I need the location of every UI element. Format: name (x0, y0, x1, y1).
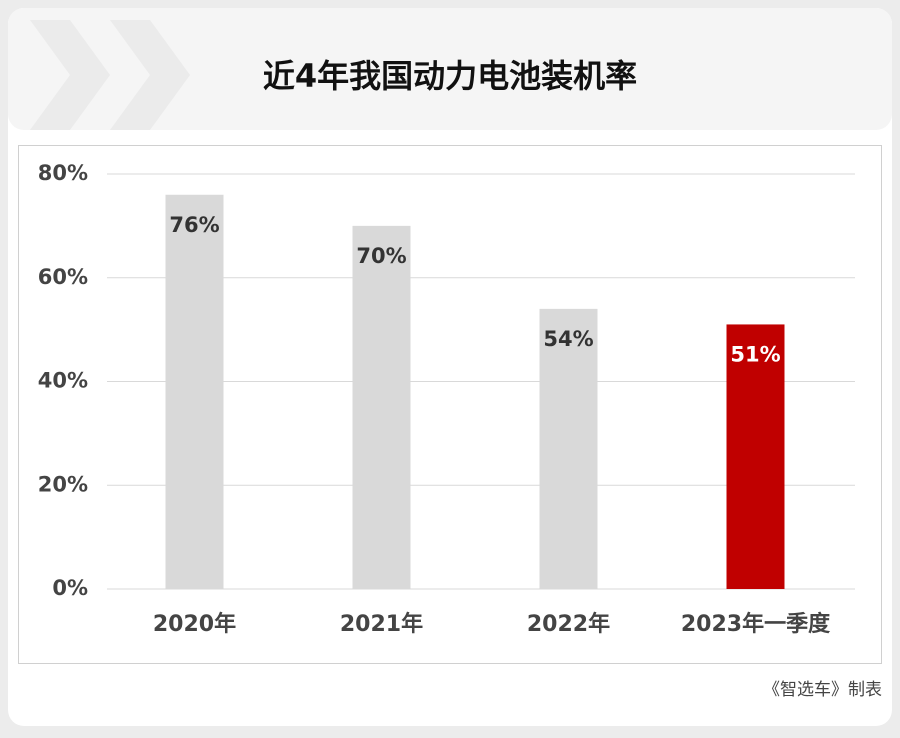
bar (352, 225, 411, 589)
source-note: 《智选车》制表 (763, 680, 882, 700)
x-tick-label: 2020年 (153, 611, 236, 637)
bar (726, 324, 785, 589)
x-tick-label: 2022年 (527, 611, 610, 637)
value-label: 51% (730, 342, 780, 366)
value-label: 76% (169, 213, 219, 237)
y-tick-label: 80% (38, 161, 88, 185)
plot-frame (18, 145, 882, 664)
card (8, 8, 892, 726)
header-decoration (30, 20, 190, 130)
value-label: 70% (356, 244, 406, 268)
y-tick-label: 40% (38, 369, 88, 393)
header-band (8, 8, 892, 130)
y-tick-label: 60% (38, 265, 88, 289)
chart-title: 近4年我国动力电池装机率 (263, 57, 637, 95)
x-tick-label: 2023年一季度 (681, 611, 831, 637)
y-tick-label: 20% (38, 472, 88, 496)
x-tick-label: 2021年 (340, 611, 423, 637)
bar (165, 194, 224, 589)
bar (539, 308, 598, 589)
y-tick-label: 0% (52, 576, 88, 600)
value-label: 54% (543, 327, 593, 351)
